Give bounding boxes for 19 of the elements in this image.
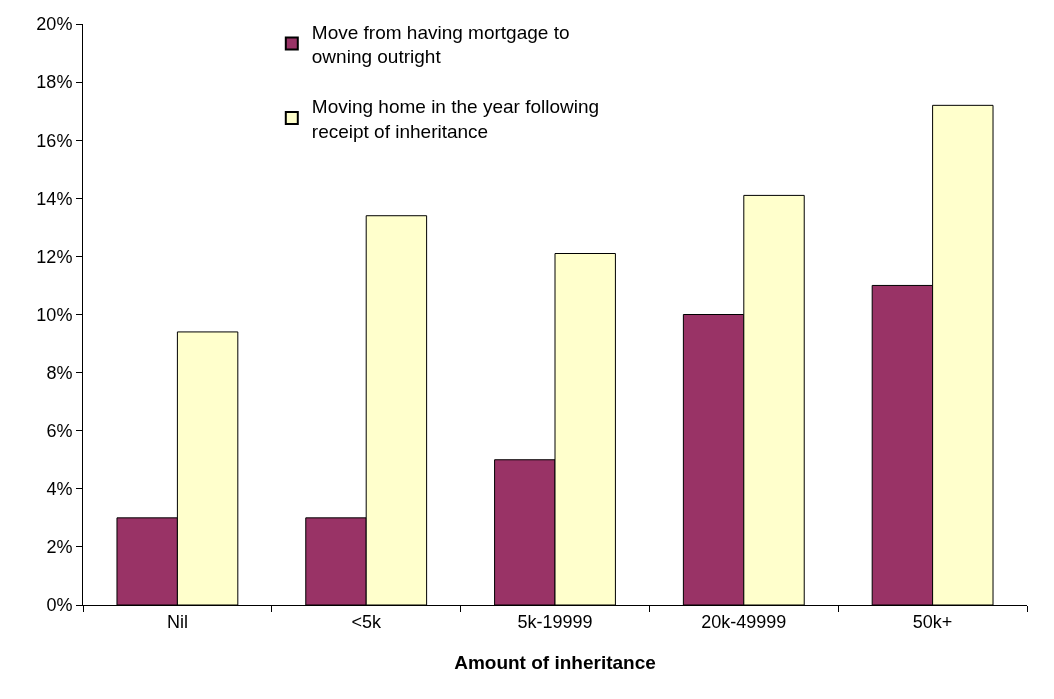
y-tick-label: 0%	[46, 595, 73, 616]
y-tick-label: 14%	[36, 188, 73, 209]
y-tick-label: 20%	[36, 14, 73, 35]
y-tick-label: 10%	[36, 304, 73, 325]
y-tick-label: 12%	[36, 246, 73, 267]
x-tick-label: 20k-49999	[701, 611, 787, 632]
y-tick-label: 4%	[46, 479, 73, 500]
y-tick-label: 2%	[46, 537, 73, 558]
y-tick-label: 18%	[36, 72, 73, 93]
y-tick-label: 6%	[46, 421, 73, 441]
x-tick-label: 5k-19999	[517, 611, 593, 632]
legend-label: Moving home in the year following receipt of inheritance	[311, 96, 600, 142]
y-tick-label: 16%	[36, 130, 73, 151]
x-tick-label: Nil	[166, 611, 188, 632]
y-tick-label: 8%	[46, 362, 73, 383]
x-axis-title: Amount of inheritance	[454, 652, 656, 674]
x-tick-label: 50k+	[912, 611, 953, 632]
legend-label: Move from having mortgage to owning outright	[311, 21, 570, 68]
x-tick-label: <5k	[351, 611, 382, 632]
